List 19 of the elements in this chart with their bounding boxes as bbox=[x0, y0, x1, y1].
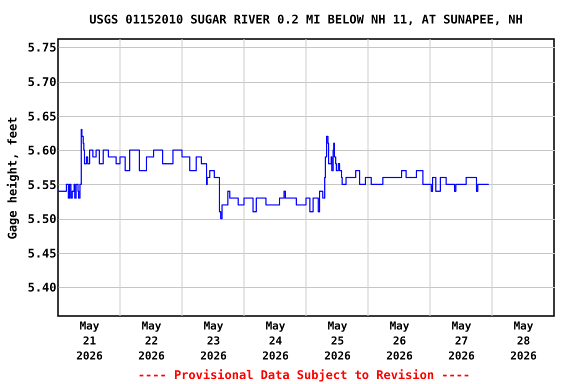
y-tick-label: 5.75 bbox=[28, 40, 56, 55]
x-tick-label: May 26 2026 bbox=[386, 320, 414, 362]
chart-title: USGS 01152010 SUGAR RIVER 0.2 MI BELOW NH 11, AT SUNAPEE, NH bbox=[89, 12, 523, 26]
x-tick-label: May 25 2026 bbox=[324, 320, 352, 362]
y-tick-label: 5.55 bbox=[28, 178, 56, 192]
y-tick-label: 5.60 bbox=[28, 144, 56, 158]
y-axis-title: Gage height, feet bbox=[6, 116, 20, 240]
y-tick-label: 5.45 bbox=[28, 246, 56, 260]
x-tick-label: May 24 2026 bbox=[262, 320, 290, 362]
x-tick-label: May 22 2026 bbox=[138, 320, 166, 362]
y-tick-label: 5.50 bbox=[28, 212, 56, 226]
text: ---- Provisional Data Subject to Revision ---- bbox=[138, 368, 470, 382]
y-tick-label: 5.70 bbox=[28, 75, 56, 90]
x-tick-label: May 28 2026 bbox=[510, 320, 538, 362]
y-tick-label: 5.40 bbox=[28, 280, 56, 295]
x-tick-label: May 21 2026 bbox=[76, 320, 104, 362]
x-tick-label: May 23 2026 bbox=[200, 320, 228, 362]
x-tick-label: May 27 2026 bbox=[448, 320, 476, 362]
y-tick-label: 5.65 bbox=[28, 109, 56, 124]
